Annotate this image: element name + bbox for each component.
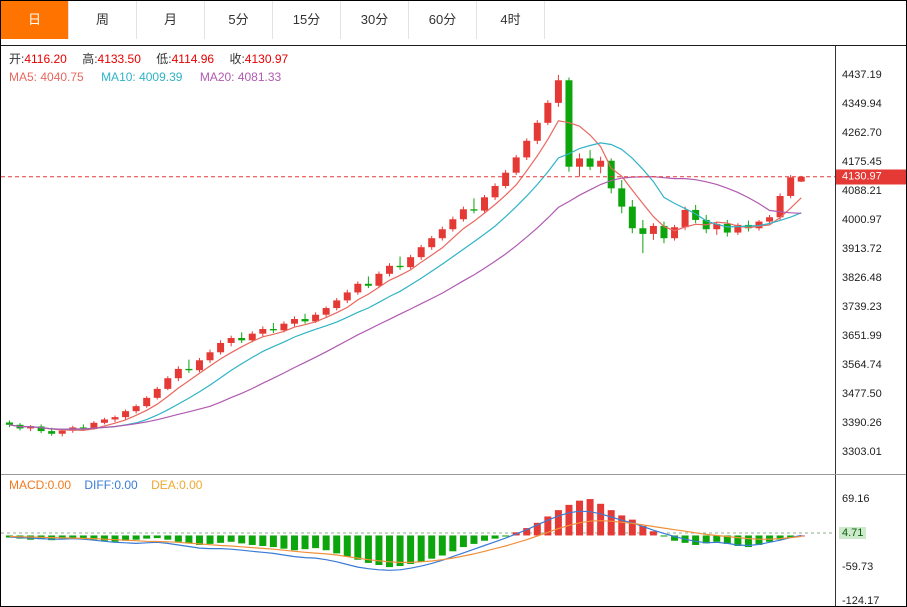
- main-candlestick-chart[interactable]: [1, 46, 835, 474]
- tab-4hour[interactable]: 4时: [477, 1, 545, 39]
- candles-group: [5, 74, 805, 437]
- price-axis[interactable]: 4130.97 4437.19 4349.94 4262.70 4175.45 4088…: [835, 46, 906, 474]
- macd-panel: MACD:0.00 DIFF:0.00 DEA:0.00 69.16 4.71 -5…: [1, 474, 906, 607]
- current-price-tag: 4130.97: [836, 169, 906, 185]
- main-chart-area: 开:4116.20 高:4133.50 低:4114.96 收:4130.97 …: [1, 46, 906, 474]
- tab-day[interactable]: 日: [1, 1, 69, 39]
- macd-axis-label: 4.71: [839, 526, 867, 539]
- macd-axis-label: 69.16: [842, 492, 870, 505]
- macd-axis-label: -124.17: [842, 594, 880, 607]
- dea-line: [9, 520, 802, 564]
- price-axis-label: 3390.26: [842, 417, 882, 430]
- price-axis-label: 3303.01: [842, 446, 882, 459]
- price-axis-label: 3564.74: [842, 359, 882, 371]
- tab-week[interactable]: 周: [69, 1, 137, 39]
- macd-hist-group: [5, 499, 805, 568]
- price-axis-label: 4000.97: [842, 213, 882, 226]
- diff-line: [9, 510, 802, 571]
- price-axis-label: 3477.50: [842, 388, 882, 401]
- price-axis-label: 3826.48: [842, 271, 882, 284]
- price-axis-label: 4175.45: [842, 155, 882, 168]
- price-axis-label: 4437.19: [842, 68, 882, 81]
- price-axis-label: 4262.70: [842, 126, 882, 139]
- price-axis-label: 4349.94: [842, 97, 882, 110]
- price-axis-label: 3651.99: [842, 329, 882, 342]
- macd-axis-label: -59.73: [842, 560, 874, 573]
- ma-lines-group: [9, 120, 802, 432]
- tab-5min[interactable]: 5分: [205, 1, 273, 39]
- price-axis-label: 3739.23: [842, 300, 882, 313]
- price-axis-label: 4088.21: [842, 184, 882, 197]
- macd-chart[interactable]: [1, 475, 835, 607]
- tab-30min[interactable]: 30分: [341, 1, 409, 39]
- price-axis-label: 3913.72: [842, 242, 882, 255]
- timeframe-tabbar: 日 周 月 5分 15分 30分 60分 4时: [1, 1, 906, 46]
- tab-60min[interactable]: 60分: [409, 1, 477, 39]
- tab-month[interactable]: 月: [137, 1, 205, 39]
- macd-axis[interactable]: 69.16 4.71 -59.73 -124.17: [835, 475, 906, 607]
- tab-15min[interactable]: 15分: [273, 1, 341, 39]
